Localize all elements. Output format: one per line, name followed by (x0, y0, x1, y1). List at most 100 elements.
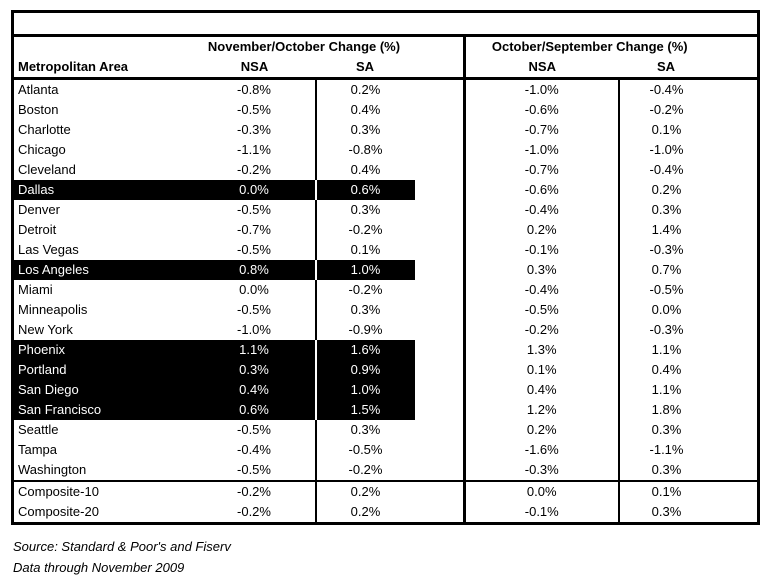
oct-sep-nsa-cell: 0.2% (463, 220, 619, 240)
nov-oct-sa-cell: 0.9% (314, 360, 415, 380)
metro-area-cell: Composite-20 (18, 504, 99, 519)
nov-oct-sa-cell: 0.3% (314, 420, 415, 440)
oct-sep-sa-cell: 1.4% (617, 220, 714, 240)
oct-sep-nsa-cell: -0.2% (463, 320, 619, 340)
table-row: Miami 0.0% -0.2% -0.4% -0.5% (13, 280, 759, 300)
spacer-cell (415, 300, 465, 320)
nov-oct-sa-cell: 0.2% (314, 78, 415, 100)
metro-area-cell: Cleveland (18, 162, 76, 177)
metro-area-cell: Boston (18, 102, 59, 117)
spacer-cell (415, 120, 465, 140)
nov-oct-nsa-cell: -0.5% (237, 102, 271, 117)
data-through-note: Data through November 2009 (13, 560, 185, 575)
metro-area-change-table-container: November/October Change (%) October/Sept… (11, 10, 761, 525)
nov-oct-nsa-cell: -0.5% (237, 462, 271, 477)
table-row: Composite-10 -0.2% 0.2% 0.0% 0.1% (12, 480, 759, 502)
spacer-cell (714, 200, 759, 220)
oct-sep-sa-cell: -0.3% (617, 240, 714, 260)
oct-sep-sa-cell: -0.4% (617, 160, 714, 180)
spacer-cell (714, 502, 759, 524)
spacer-cell (713, 57, 759, 80)
spacer-cell (415, 36, 465, 58)
metro-area-cell: Tampa (18, 442, 58, 457)
oct-sep-nsa-cell: -0.6% (463, 180, 619, 200)
oct-sep-sa-cell: 0.3% (617, 420, 714, 440)
spacer-cell (415, 260, 465, 280)
table-row: Portland 0.3% 0.9% 0.1% 0.4% (12, 360, 759, 380)
spacer-cell (414, 480, 465, 502)
nov-oct-nsa-cell: -0.5% (237, 242, 271, 257)
spacer-cell (415, 240, 465, 260)
oct-sep-nsa-cell: -0.6% (463, 100, 619, 120)
nov-oct-sa-cell: -0.2% (314, 280, 415, 300)
spacer-cell (714, 300, 759, 320)
oct-sep-sa-cell: 1.1% (617, 340, 714, 360)
table-row: Detroit -0.7% -0.2% 0.2% 1.4% (13, 220, 759, 240)
table-row: Dallas 0.0% 0.6% -0.6% 0.2% (12, 180, 759, 200)
nov-oct-sa-cell: 1.0% (314, 380, 415, 400)
nov-oct-sa-cell: -0.5% (314, 440, 415, 460)
nov-oct-sa-cell: -0.2% (314, 460, 415, 481)
spacer-cell (714, 440, 759, 460)
metro-area-cell: Atlanta (18, 82, 59, 97)
oct-sep-sa-cell: -0.2% (617, 100, 714, 120)
spacer-cell (714, 120, 759, 140)
table-body: Atlanta -0.8% 0.2% -1.0% -0.4% Boston -0… (12, 78, 759, 524)
spacer-cell (714, 140, 759, 160)
spacer-cell (714, 180, 759, 200)
nov-oct-sa-cell: -0.9% (314, 320, 415, 340)
spacer-cell (414, 57, 465, 80)
nov-oct-nsa-cell: -0.2% (237, 162, 271, 177)
metro-area-cell: Las Vegas (18, 242, 79, 257)
spacer-cell (415, 380, 465, 400)
source-note: Source: Standard & Poor's and Fiserv (13, 539, 231, 554)
table-row: Seattle -0.5% 0.3% 0.2% 0.3% (13, 420, 759, 440)
spacer-cell (714, 36, 759, 58)
table-row: Tampa -0.4% -0.5% -1.6% -1.1% (13, 440, 759, 460)
metro-area-cell: New York (18, 322, 73, 337)
metro-area-cell: Phoenix (12, 340, 194, 360)
spacer-cell (415, 360, 465, 380)
oct-sep-nsa-cell: 0.0% (463, 480, 619, 502)
oct-sep-sa-cell: -1.1% (617, 440, 714, 460)
spacer-cell (415, 502, 465, 524)
oct-sep-sa-cell: 0.3% (617, 200, 714, 220)
nov-oct-nsa-cell: -0.2% (193, 480, 316, 502)
spacer-cell (415, 180, 465, 200)
spacer-cell (415, 280, 465, 300)
nov-oct-sa-cell: 0.4% (314, 100, 415, 120)
metro-area-cell: Seattle (18, 422, 59, 437)
oct-sep-nsa-cell: -0.1% (463, 240, 619, 260)
nov-oct-nsa-cell: -0.5% (237, 202, 271, 217)
oct-sep-sa-cell: 0.2% (617, 180, 714, 200)
table-row: Atlanta -0.8% 0.2% -1.0% -0.4% (13, 78, 759, 100)
nov-oct-nsa-cell: -0.2% (237, 504, 271, 519)
column-header-metro-area: Metropolitan Area (12, 57, 194, 80)
metro-area-cell: San Diego (12, 380, 194, 400)
empty-cell (13, 36, 194, 58)
group-header-oct-sep: October/September Change (%) (463, 35, 714, 57)
metro-area-cell: Composite-10 (12, 480, 194, 502)
metro-area-cell: Portland (12, 360, 194, 380)
spacer-cell (714, 240, 759, 260)
oct-sep-nsa-cell: 0.2% (463, 420, 619, 440)
spacer-cell (714, 360, 759, 380)
nov-oct-nsa-cell: 0.4% (193, 380, 316, 400)
spacer-cell (714, 100, 759, 120)
column-header-oct-sep-nsa: NSA (463, 57, 619, 80)
metro-area-cell: Denver (18, 202, 60, 217)
column-header-row: Metropolitan Area NSA SA NSA SA (12, 57, 759, 80)
oct-sep-sa-cell: 0.0% (617, 300, 714, 320)
spacer-cell (415, 320, 465, 340)
metro-area-cell: Washington (18, 462, 87, 477)
nov-oct-nsa-cell: -0.5% (237, 422, 271, 437)
column-header-nov-oct-nsa: NSA (193, 57, 316, 80)
metro-area-cell: Detroit (18, 222, 57, 237)
oct-sep-sa-cell: 0.3% (617, 460, 714, 481)
metro-area-cell: Minneapolis (18, 302, 88, 317)
nov-oct-sa-cell: 1.6% (314, 340, 415, 360)
table-row: Minneapolis -0.5% 0.3% -0.5% 0.0% (13, 300, 759, 320)
nov-oct-nsa-cell: -0.8% (237, 82, 271, 97)
nov-oct-sa-cell: 0.4% (314, 160, 415, 180)
spacer-cell (415, 460, 465, 481)
